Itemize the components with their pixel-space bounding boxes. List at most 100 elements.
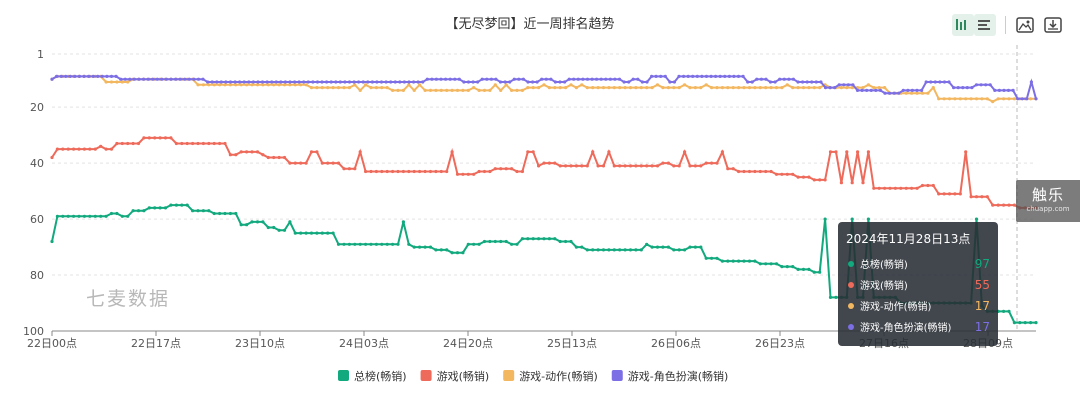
series-point [920,91,925,95]
series-point [747,259,752,263]
series-point [391,88,395,92]
series-point [212,211,216,216]
series-point [574,245,579,249]
series-point [306,80,310,84]
legend-item[interactable]: 游戏(畅销) [437,369,490,383]
series-point [887,91,892,95]
series-point [650,74,654,78]
series-point [645,242,649,246]
series-point [384,80,388,84]
series-point [358,150,362,154]
series-point [537,86,541,90]
legend-item[interactable]: 游戏-角色扮演(畅销) [628,369,729,383]
brand-badge-sub: chuapp.com [1026,205,1070,213]
save-image-icon[interactable] [1014,14,1036,36]
series-point [785,83,789,87]
series-point [604,77,608,81]
series-point [628,164,633,168]
series-point [558,86,562,90]
series-point [1029,97,1033,101]
series-point [153,206,157,210]
series-point [315,86,319,90]
series-point [212,141,216,146]
series-point [72,147,76,151]
series-point [428,88,433,92]
series-point [991,100,995,104]
series-point [942,80,947,84]
series-point [574,86,579,90]
list-icon[interactable] [974,14,996,36]
series-point [812,86,816,90]
legend-swatch[interactable] [338,370,349,381]
series-point [796,80,800,84]
series-point [856,150,860,154]
series-point [488,239,492,244]
series-point [115,211,119,216]
series-point [391,242,395,246]
series-point [109,211,114,216]
legend-item[interactable]: 游戏-动作(畅销) [519,369,598,383]
series-point [336,242,341,246]
series-point [434,169,438,174]
bar-chart-icon[interactable] [952,14,974,36]
series-point [691,74,695,78]
legend-swatch[interactable] [611,370,623,381]
series-point [299,83,303,87]
series-point [180,203,184,207]
series-point [693,164,698,168]
legend-swatch[interactable] [420,370,432,381]
series-point [380,242,384,246]
series-point [207,141,211,146]
series-point [224,80,228,84]
series-point [861,181,865,185]
series-point [683,83,687,87]
series-point [805,80,809,84]
series-point [126,214,130,218]
series-point [239,83,243,87]
series-point [364,242,368,246]
download-icon[interactable] [1042,14,1064,36]
series-point [970,86,974,90]
legend-item[interactable]: 总榜(畅销) [354,369,407,383]
tooltip-row: 游戏-角色扮演(畅销) 17 [846,316,990,337]
series-point [242,80,246,84]
tooltip-row-value: 17 [974,298,990,313]
series-point [493,239,497,244]
y-tick-label: 1 [37,48,44,61]
series-point [453,77,457,81]
series-point [947,97,952,101]
series-point [434,77,438,81]
series-point [531,150,535,154]
series-point [607,86,611,90]
series-point [342,86,346,90]
series-point [991,203,995,207]
series-point [580,83,584,87]
series-point [736,74,741,78]
series-point [50,155,54,160]
series-point [580,164,584,168]
series-point [1012,321,1017,325]
series-point [608,77,613,81]
series-point [1002,88,1006,92]
series-point [326,161,330,165]
series-point [769,86,773,90]
series-point [710,256,714,260]
series-point [563,80,567,84]
series-point [277,228,281,232]
tooltip-row-name: 总榜(畅销) [860,260,908,271]
series-point [480,77,484,81]
series-point [591,248,595,252]
series-point [718,74,722,78]
legend[interactable]: 总榜(畅销) 游戏(畅销) 游戏-动作(畅销) 游戏-角色扮演(畅销) [338,369,728,383]
series-point [650,245,654,249]
brand-badge: 触乐 chuapp.com [1016,180,1080,222]
series-point [823,178,827,182]
series-point [753,86,757,90]
series-point [686,74,690,78]
legend-swatch[interactable] [503,370,515,381]
series-point [64,74,68,78]
series-point [553,80,558,84]
series-point [742,259,746,263]
series-point [567,77,571,81]
series-point [82,214,86,218]
